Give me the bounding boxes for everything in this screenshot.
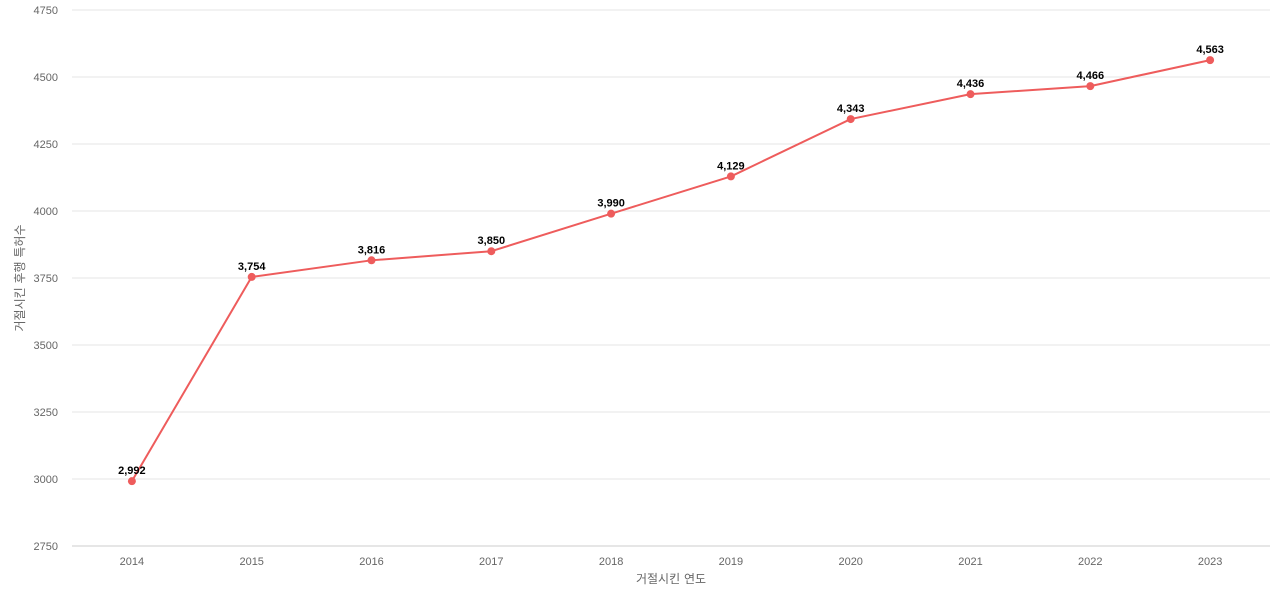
data-label: 4,563 — [1196, 44, 1224, 56]
data-label: 2,992 — [118, 465, 146, 477]
data-point[interactable] — [367, 256, 376, 265]
x-axis-title: 거절시킨 연도 — [636, 572, 706, 586]
x-tick-label: 2021 — [958, 556, 982, 568]
y-tick-label: 4500 — [34, 72, 58, 84]
series-line — [131, 59, 1211, 482]
data-label: 4,436 — [957, 78, 985, 90]
y-tick-label: 3750 — [34, 273, 58, 285]
data-label: 4,343 — [837, 103, 865, 115]
y-axis-title: 거절시킨 후행 특허수 — [12, 225, 27, 332]
y-axis-ticks: 2750 3000 3250 3500 3750 4000 4250 4500 4750 — [34, 5, 58, 553]
grid-layer — [72, 9, 1270, 480]
data-label: 4,129 — [717, 160, 745, 172]
data-point[interactable] — [726, 172, 735, 181]
x-tick-label: 2020 — [838, 556, 862, 568]
series-layer — [127, 56, 1215, 486]
x-tick-label: 2023 — [1198, 556, 1222, 568]
data-point[interactable] — [846, 115, 855, 124]
x-tick-label: 2022 — [1078, 556, 1102, 568]
data-label: 3,850 — [478, 235, 506, 247]
data-point[interactable] — [1086, 82, 1095, 91]
data-label: 3,816 — [358, 244, 386, 256]
x-tick-label: 2019 — [719, 556, 743, 568]
data-point[interactable] — [487, 247, 496, 256]
data-label: 3,990 — [597, 198, 625, 210]
x-tick-label: 2018 — [599, 556, 623, 568]
x-tick-label: 2017 — [479, 556, 503, 568]
data-point[interactable] — [607, 209, 616, 218]
x-tick-label: 2014 — [120, 556, 144, 568]
y-tick-label: 3000 — [34, 474, 58, 486]
y-tick-label: 3250 — [34, 407, 58, 419]
x-tick-label: 2016 — [359, 556, 383, 568]
data-point[interactable] — [966, 90, 975, 99]
y-tick-label: 3500 — [34, 340, 58, 352]
y-tick-label: 4750 — [34, 5, 58, 17]
x-axis-ticks: 2014 2015 2016 2017 2018 2019 2020 2021 2022 2023 — [120, 556, 1223, 568]
y-tick-label: 4000 — [34, 206, 58, 218]
data-label: 3,754 — [238, 261, 266, 273]
data-label: 4,466 — [1077, 70, 1105, 82]
data-point[interactable] — [127, 477, 136, 486]
data-labels-layer: 2,992 3,754 3,816 3,850 3,990 4,129 4,343 4,436… — [118, 44, 1224, 477]
data-point[interactable] — [1206, 56, 1215, 65]
data-point[interactable] — [247, 272, 256, 281]
y-tick-label: 4250 — [34, 139, 58, 151]
x-tick-label: 2015 — [239, 556, 263, 568]
y-tick-label: 2750 — [34, 541, 58, 553]
